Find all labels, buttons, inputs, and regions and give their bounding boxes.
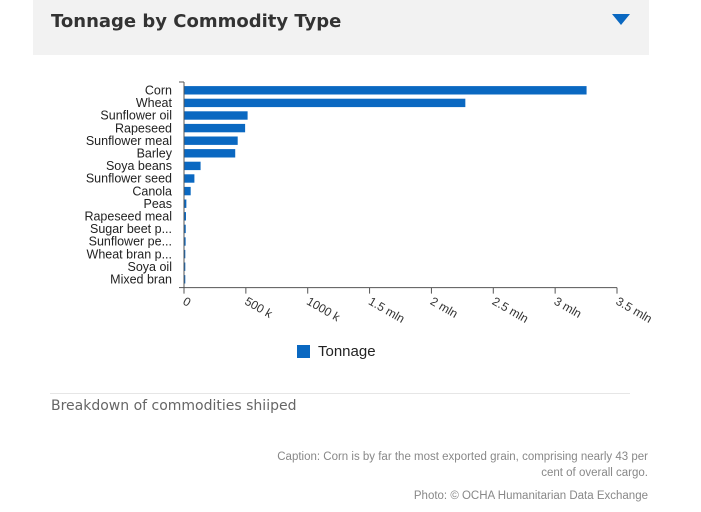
bar-4 bbox=[184, 136, 238, 145]
category-label: Mixed bran bbox=[110, 273, 172, 287]
bar-9 bbox=[184, 199, 187, 208]
category-label: Peas bbox=[144, 197, 173, 211]
category-label: Rapeseed bbox=[115, 121, 172, 135]
chart-title: Tonnage by Commodity Type bbox=[51, 11, 342, 32]
tick-label: 3.5 mln bbox=[614, 294, 655, 326]
bar-6 bbox=[184, 161, 201, 171]
bar-2 bbox=[184, 111, 248, 120]
legend-swatch bbox=[297, 345, 310, 358]
category-label: Soya oil bbox=[128, 260, 172, 274]
caption: Caption: Corn is by far the most exporte… bbox=[277, 451, 648, 479]
bar-3 bbox=[184, 123, 246, 133]
category-label: Rapeseed meal bbox=[84, 210, 172, 224]
chart-header: Tonnage by Commodity Type bbox=[33, 0, 649, 55]
category-label: Soya beans bbox=[106, 159, 172, 173]
tick-label: 2 mln bbox=[428, 294, 460, 321]
bar-12 bbox=[184, 237, 186, 246]
bar-14 bbox=[184, 262, 186, 271]
tick-label: 1000 k bbox=[304, 294, 343, 325]
category-label: Corn bbox=[145, 84, 172, 98]
bar-1 bbox=[184, 98, 466, 108]
tick-label: 1.5 mln bbox=[366, 294, 407, 326]
legend-label: Tonnage bbox=[318, 343, 376, 360]
category-label: Sunflower meal bbox=[86, 134, 172, 148]
category-label: Sunflower oil bbox=[100, 109, 172, 123]
tick-label: 500 k bbox=[242, 294, 275, 321]
bar-10 bbox=[184, 212, 186, 221]
category-label: Canola bbox=[132, 184, 172, 198]
chart-legend[interactable]: Tonnage bbox=[297, 343, 376, 360]
tick-label: 3 mln bbox=[552, 294, 584, 321]
category-label: Sugar beet p... bbox=[90, 222, 172, 236]
chart-subtitle: Breakdown of commodities shiiped bbox=[51, 398, 297, 414]
category-label: Sunflower pe... bbox=[89, 235, 172, 249]
divider bbox=[50, 393, 630, 394]
triangle-down-icon[interactable] bbox=[612, 14, 630, 28]
tick-label: 2.5 mln bbox=[490, 294, 531, 326]
bar-8 bbox=[184, 186, 191, 196]
category-label: Wheat bbox=[136, 96, 173, 110]
bar-13 bbox=[184, 249, 186, 259]
bar-11 bbox=[184, 224, 186, 234]
bar-5 bbox=[184, 149, 236, 158]
category-label: Barley bbox=[137, 147, 173, 161]
photo-credit: Photo: © OCHA Humanitarian Data Exchange bbox=[413, 490, 648, 502]
category-label: Wheat bran p... bbox=[87, 247, 172, 261]
bar-7 bbox=[184, 174, 195, 183]
bar-0 bbox=[184, 86, 587, 95]
category-label: Sunflower seed bbox=[86, 172, 172, 186]
tick-label: 0 bbox=[181, 294, 194, 310]
bar-15 bbox=[184, 275, 186, 284]
